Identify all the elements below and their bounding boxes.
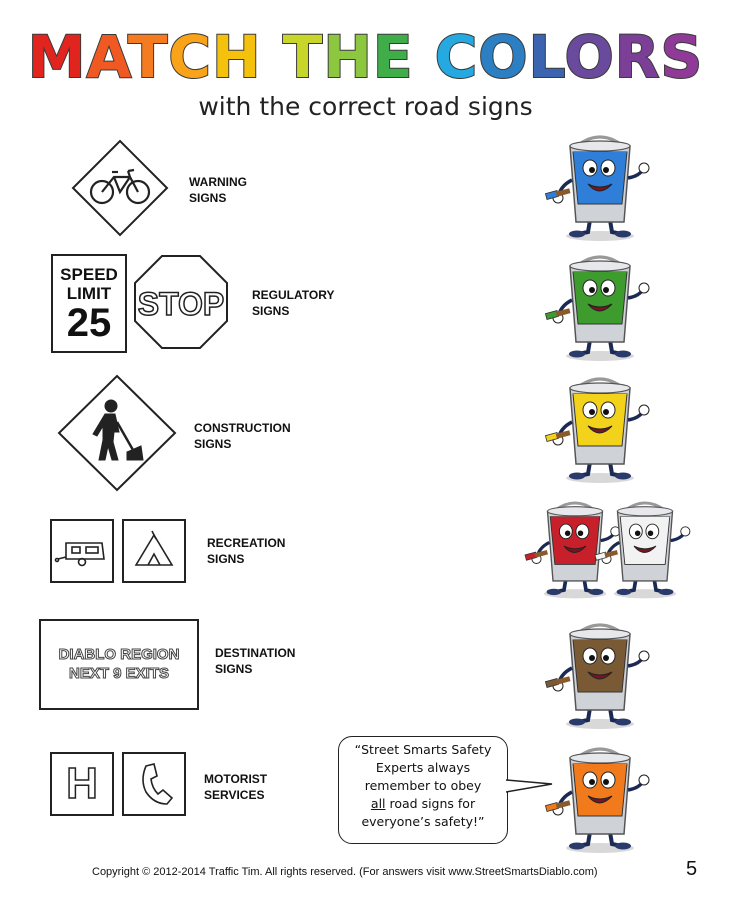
speed-limit-sign: SPEED LIMIT 25 <box>51 254 127 353</box>
brown-paint-bucket <box>544 623 650 729</box>
green-paint-bucket <box>544 255 650 361</box>
bicycle-icon <box>89 168 151 205</box>
page-subtitle: with the correct road signs <box>198 92 533 121</box>
title-letter: H <box>322 22 373 92</box>
red-paint-bucket <box>524 501 621 599</box>
title-letter: S <box>659 22 704 92</box>
construction-sign <box>57 374 177 492</box>
speed-limit-line2: LIMIT <box>66 284 112 303</box>
blue-paint-bucket <box>544 135 650 241</box>
white-paint-bucket <box>594 501 691 599</box>
title-letter: O <box>563 22 615 92</box>
worker-shovel-icon <box>92 399 144 461</box>
title-letter: T <box>282 22 324 92</box>
yellow-paint-bucket <box>544 377 650 483</box>
telephone-icon <box>142 763 174 805</box>
tent-icon <box>134 530 174 566</box>
warning-sign <box>71 139 169 237</box>
destination-line2: NEXT 9 EXITS <box>68 665 170 683</box>
telephone-sign <box>122 752 186 816</box>
camper-sign <box>50 519 114 583</box>
page-number: 5 <box>686 858 698 880</box>
destination-line1: DIABLO REGION <box>58 646 180 664</box>
tent-sign <box>122 519 186 583</box>
title-letter: C <box>434 22 479 92</box>
speed-limit-line1: SPEED <box>60 265 118 284</box>
title-letter: C <box>167 22 212 92</box>
stop-sign-text: STOP <box>138 286 225 322</box>
hospital-sign: H <box>50 752 114 816</box>
label-recreation: RECREATION SIGNS <box>207 536 286 566</box>
label-regulatory: REGULATORY SIGNS <box>252 288 335 318</box>
speed-limit-number: 25 <box>66 301 112 345</box>
label-construction: CONSTRUCTION SIGNS <box>194 421 291 451</box>
title-letter: L <box>528 22 565 92</box>
title-letter: M <box>27 22 87 92</box>
destination-sign: DIABLO REGION NEXT 9 EXITS <box>39 619 199 710</box>
title-letter: A <box>85 22 128 92</box>
title-letter: E <box>372 22 414 92</box>
hospital-letter: H <box>65 758 98 809</box>
speech-bubble-tail <box>506 779 553 793</box>
label-motorist: MOTORIST SERVICES <box>204 772 268 802</box>
stop-sign: STOP <box>134 255 228 349</box>
title-letter: H <box>211 22 262 92</box>
title-letter: O <box>477 22 529 92</box>
camper-trailer-icon <box>54 542 105 567</box>
title-letter: R <box>614 22 661 92</box>
speech-bubble: “Street Smarts Safety Experts always rem… <box>338 736 508 844</box>
title-letter: T <box>127 22 169 92</box>
title-letter <box>414 23 435 91</box>
label-warning: WARNING SIGNS <box>189 175 247 205</box>
title-letter <box>262 23 283 91</box>
label-destination: DESTINATION SIGNS <box>215 646 296 676</box>
page-title: MATCH THE COLORS <box>0 22 731 92</box>
orange-paint-bucket <box>544 747 650 853</box>
copyright-footer: Copyright © 2012-2014 Traffic Tim. All r… <box>92 866 598 878</box>
